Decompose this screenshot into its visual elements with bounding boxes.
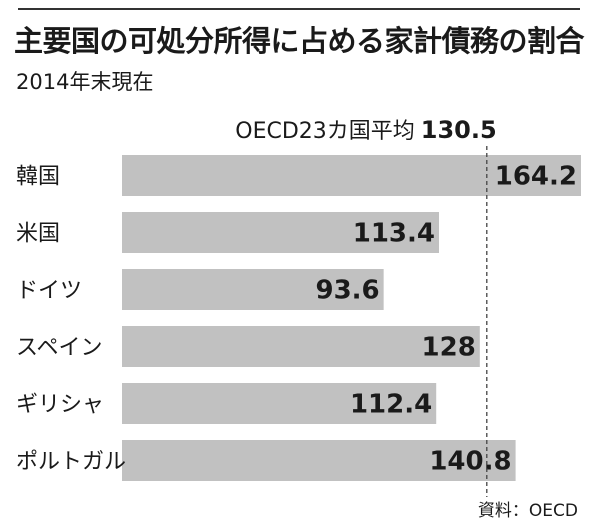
category-label: 米国 bbox=[16, 222, 60, 247]
top-rule bbox=[18, 8, 580, 10]
category-label: スペイン bbox=[16, 336, 102, 361]
value-label: 112.4 bbox=[350, 390, 432, 420]
bar bbox=[122, 326, 480, 367]
reference-line-label: OECD23カ国平均 bbox=[235, 119, 415, 144]
chart-subtitle: 2014年末現在 bbox=[16, 70, 154, 94]
value-label: 164.2 bbox=[495, 162, 577, 192]
source-note: 資料：OECD bbox=[477, 501, 578, 521]
bar bbox=[122, 269, 384, 310]
chart-title: 主要国の可処分所得に占める家計債務の割合 bbox=[14, 24, 585, 58]
value-label: 128 bbox=[422, 333, 476, 363]
category-label: ドイツ bbox=[16, 279, 82, 304]
bar bbox=[122, 440, 516, 481]
bar bbox=[122, 383, 437, 424]
bar bbox=[122, 212, 439, 253]
category-label: ポルトガル bbox=[16, 450, 126, 475]
value-label: 113.4 bbox=[353, 219, 435, 249]
category-label: ギリシャ bbox=[16, 393, 104, 418]
value-label: 93.6 bbox=[315, 276, 379, 306]
value-label: 140.8 bbox=[429, 447, 511, 477]
category-label: 韓国 bbox=[16, 165, 60, 190]
reference-line-value: 130.5 bbox=[421, 116, 497, 144]
bar bbox=[122, 155, 581, 196]
